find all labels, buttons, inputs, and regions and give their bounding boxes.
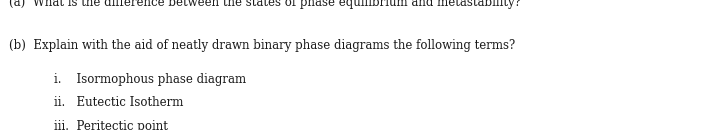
Text: i.    Isormophous phase diagram: i. Isormophous phase diagram (54, 73, 246, 86)
Text: ii.   Eutectic Isotherm: ii. Eutectic Isotherm (54, 96, 184, 109)
Text: iii.  Peritectic point: iii. Peritectic point (54, 120, 168, 130)
Text: (b)  Explain with the aid of neatly drawn binary phase diagrams the following te: (b) Explain with the aid of neatly drawn… (9, 39, 515, 52)
Text: (a)  What is the difference between the states of phase equilibrium and metastab: (a) What is the difference between the s… (9, 0, 521, 9)
